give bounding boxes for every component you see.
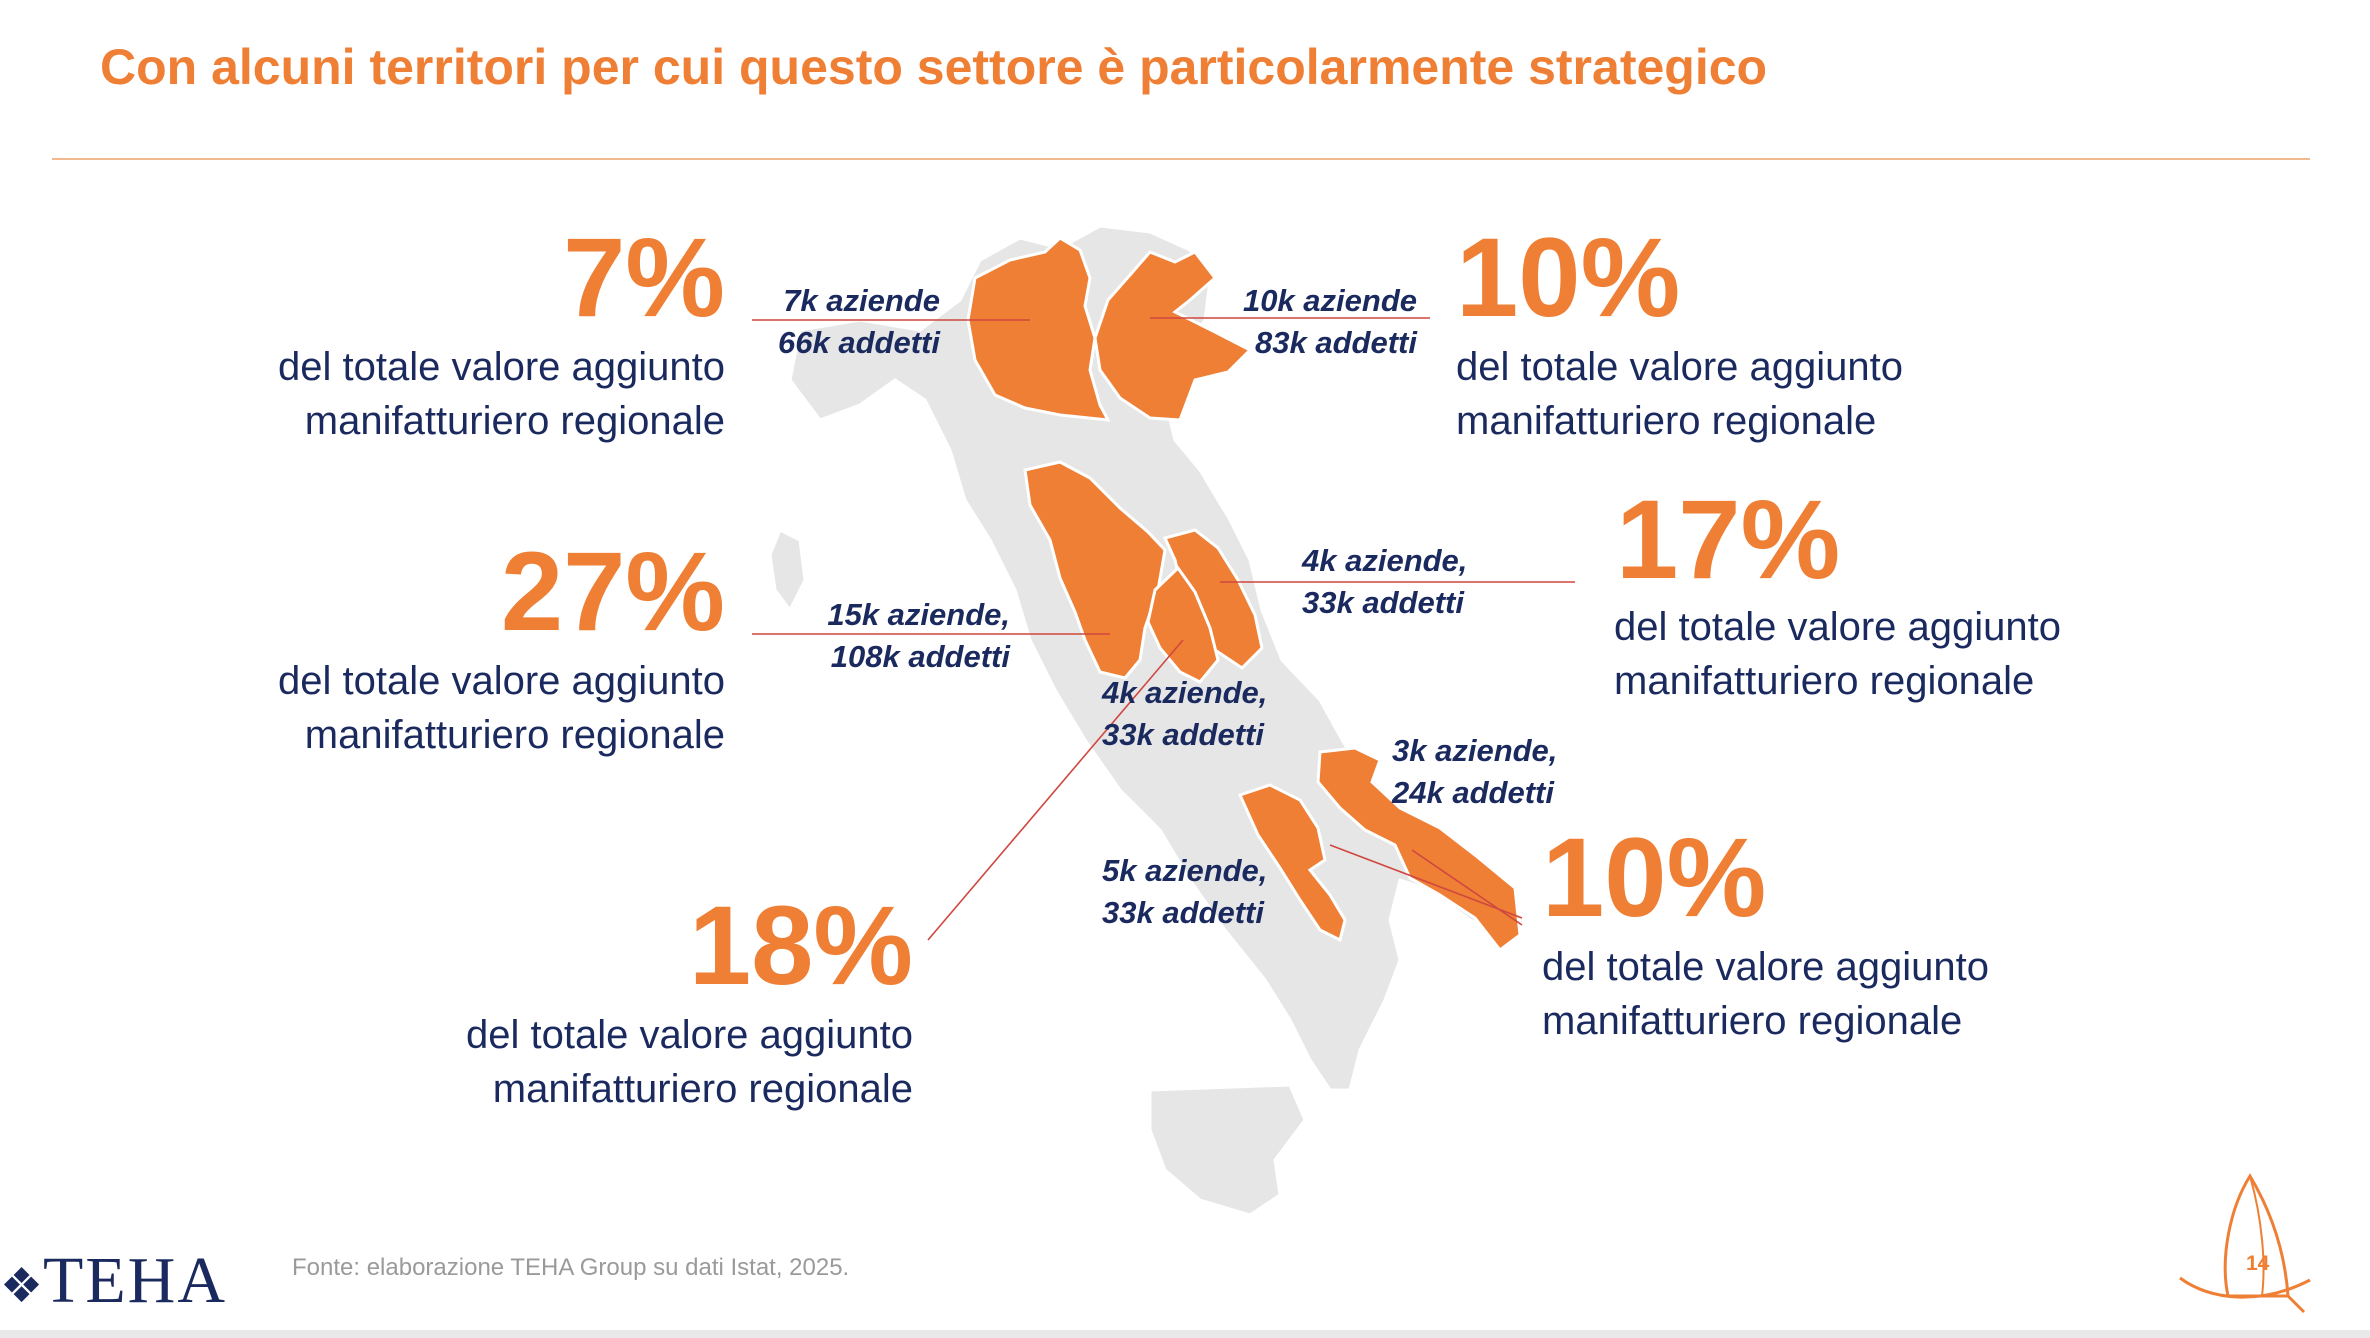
- callout-puglia-label: 3k aziende, 24k addetti: [1392, 730, 1557, 814]
- region-umbria: [1146, 565, 1220, 684]
- region-campania: [1237, 783, 1347, 943]
- callout-veneto-description: del totale valore aggiunto manifatturier…: [1456, 340, 1903, 448]
- description-line: manifatturiero regionale: [1614, 659, 2035, 703]
- callout-marche-label: 4k aziende, 33k addetti: [1302, 540, 1467, 624]
- callout-lombardia-label: 7k aziende 66k addetti: [778, 280, 940, 364]
- callout-campania-label: 5k aziende, 33k addetti: [1102, 850, 1267, 934]
- source-note: Fonte: elaborazione TEHA Group su dati I…: [292, 1254, 850, 1281]
- description-line: manifatturiero regionale: [304, 399, 725, 443]
- callout-umbria-percent: 18%: [688, 883, 913, 1008]
- label-line: 4k aziende,: [1102, 675, 1268, 710]
- label-line: 108k addetti: [830, 639, 1010, 674]
- label-line: 83k addetti: [1255, 325, 1417, 360]
- region-veneto: [1093, 250, 1253, 422]
- leader-umbria: [927, 639, 1184, 941]
- callout-toscana-label: 15k aziende, 108k addetti: [827, 594, 1010, 678]
- callout-toscana-percent: 27%: [500, 529, 725, 654]
- label-line: 10k aziende: [1242, 283, 1417, 318]
- description-line: del totale valore aggiunto: [1614, 605, 2061, 649]
- callout-umbria-description: del totale valore aggiunto manifatturier…: [466, 1008, 913, 1116]
- description-line: del totale valore aggiunto: [278, 345, 725, 389]
- callout-marche-description: del totale valore aggiunto manifatturier…: [1614, 600, 2061, 708]
- description-line: manifatturiero regionale: [304, 713, 725, 757]
- callout-toscana-description: del totale valore aggiunto manifatturier…: [278, 654, 725, 762]
- callout-lombardia-percent: 7%: [563, 215, 725, 340]
- callout-lombardia-description: del totale valore aggiunto manifatturier…: [278, 340, 725, 448]
- label-line: 24k addetti: [1392, 775, 1554, 810]
- leader-campania: [1329, 844, 1523, 919]
- region-toscana: [1023, 460, 1167, 680]
- page-title: Con alcuni territori per cui questo sett…: [100, 39, 1768, 95]
- callout-puglia-description: del totale valore aggiunto manifatturier…: [1542, 940, 1989, 1048]
- logo-text: TEHA: [43, 1244, 227, 1317]
- description-line: manifatturiero regionale: [1542, 999, 1963, 1043]
- description-line: del totale valore aggiunto: [278, 659, 725, 703]
- label-line: 33k addetti: [1302, 585, 1464, 620]
- description-line: del totale valore aggiunto: [1542, 945, 1989, 989]
- description-line: manifatturiero regionale: [1456, 399, 1877, 443]
- callout-puglia-percent: 10%: [1542, 815, 1767, 940]
- leader-puglia: [1411, 849, 1523, 926]
- label-line: 3k aziende,: [1392, 733, 1558, 768]
- title-divider: [52, 158, 2310, 160]
- label-line: 7k aziende: [783, 283, 940, 318]
- callout-umbria-label: 4k aziende, 33k addetti: [1102, 672, 1267, 756]
- corsica: [768, 527, 807, 613]
- callout-veneto-percent: 10%: [1456, 215, 1681, 340]
- sailboat-icon: [2179, 1173, 2311, 1314]
- label-line: 66k addetti: [778, 325, 940, 360]
- description-line: del totale valore aggiunto: [466, 1013, 913, 1057]
- label-line: 33k addetti: [1102, 717, 1264, 752]
- callout-marche-percent: 17%: [1616, 477, 1841, 602]
- page-number: 14: [2246, 1252, 2270, 1275]
- label-line: 33k addetti: [1102, 895, 1264, 930]
- callout-veneto-label: 10k aziende 83k addetti: [1243, 280, 1417, 364]
- label-line: 4k aziende,: [1302, 543, 1468, 578]
- label-line: 15k aziende,: [827, 597, 1010, 632]
- description-line: del totale valore aggiunto: [1456, 345, 1903, 389]
- description-line: manifatturiero regionale: [492, 1067, 913, 1111]
- region-lombardia: [966, 236, 1111, 422]
- label-line: 5k aziende,: [1102, 853, 1268, 888]
- sicily: [1148, 1083, 1307, 1217]
- teha-logo: ❖TEHA: [0, 1248, 227, 1314]
- bottom-bar: [0, 1330, 2370, 1338]
- teha-knot-icon: ❖: [0, 1258, 44, 1314]
- region-puglia: [1316, 746, 1522, 953]
